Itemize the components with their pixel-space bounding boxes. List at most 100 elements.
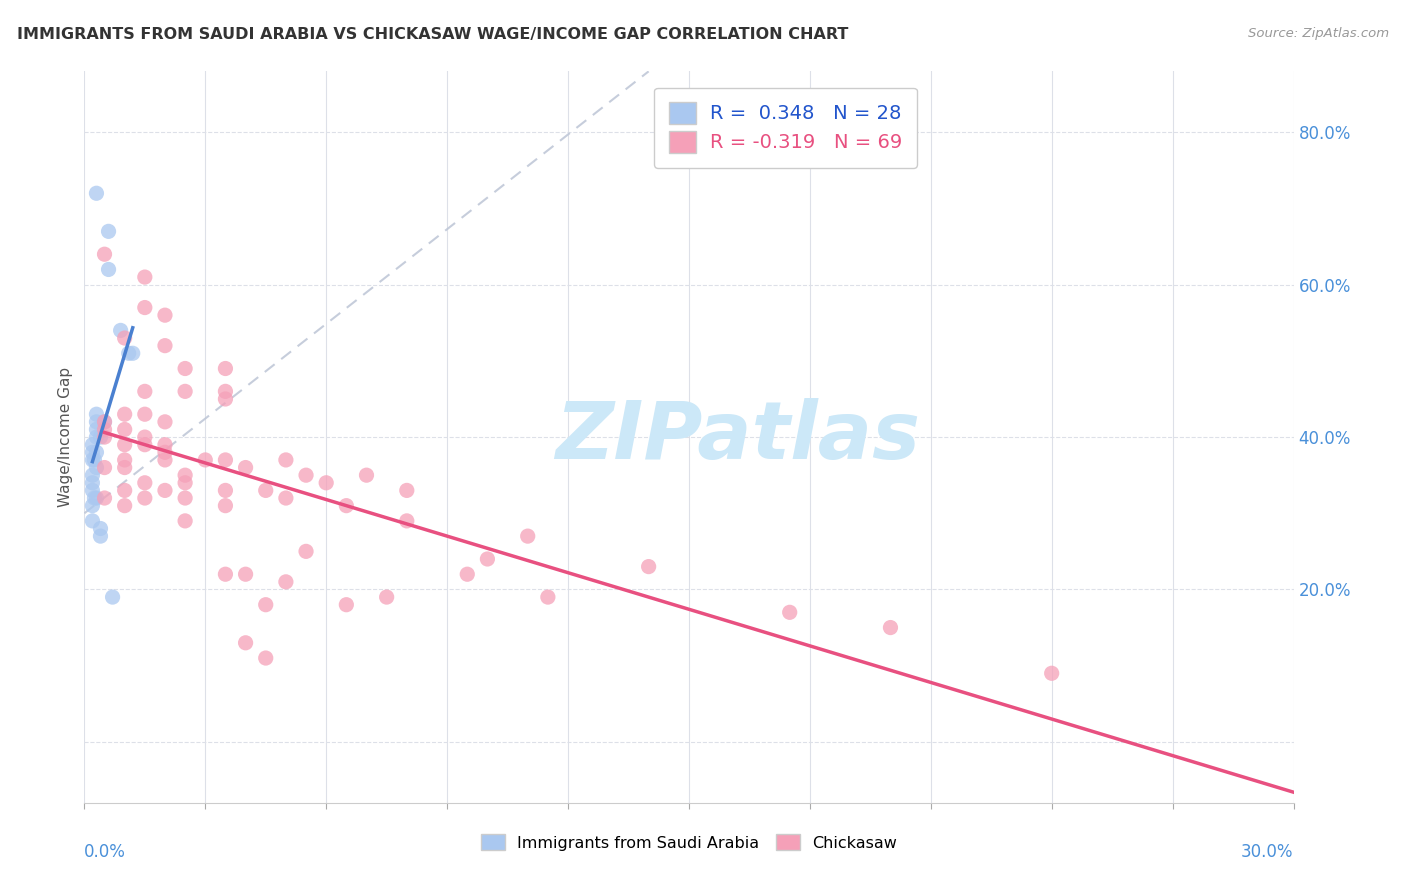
- Point: [134, 301, 156, 315]
- Text: ZIPatlas: ZIPatlas: [555, 398, 920, 476]
- Text: 30.0%: 30.0%: [1241, 843, 1294, 861]
- Point: [235, 567, 257, 582]
- Point: [537, 590, 560, 604]
- Point: [214, 453, 236, 467]
- Point: [214, 392, 236, 406]
- Point: [153, 339, 176, 353]
- Point: [86, 430, 108, 444]
- Y-axis label: Wage/Income Gap: Wage/Income Gap: [58, 367, 73, 508]
- Point: [153, 438, 176, 452]
- Point: [121, 346, 143, 360]
- Point: [214, 499, 236, 513]
- Point: [295, 544, 318, 558]
- Point: [86, 445, 108, 459]
- Point: [97, 262, 120, 277]
- Point: [86, 186, 108, 201]
- Legend: Immigrants from Saudi Arabia, Chickasaw: Immigrants from Saudi Arabia, Chickasaw: [474, 828, 904, 857]
- Point: [174, 475, 197, 490]
- Point: [86, 491, 108, 505]
- Point: [637, 559, 659, 574]
- Point: [93, 491, 115, 505]
- Point: [174, 468, 197, 483]
- Point: [174, 491, 197, 505]
- Point: [118, 346, 141, 360]
- Point: [174, 384, 197, 399]
- Point: [82, 483, 104, 498]
- Point: [93, 422, 115, 436]
- Point: [134, 430, 156, 444]
- Point: [89, 529, 111, 543]
- Point: [82, 445, 104, 459]
- Point: [114, 331, 136, 345]
- Point: [82, 453, 104, 467]
- Point: [516, 529, 538, 543]
- Point: [274, 574, 297, 589]
- Point: [375, 590, 398, 604]
- Point: [356, 468, 378, 483]
- Point: [153, 415, 176, 429]
- Point: [134, 438, 156, 452]
- Point: [1040, 666, 1063, 681]
- Point: [93, 430, 115, 444]
- Point: [395, 483, 418, 498]
- Point: [214, 567, 236, 582]
- Point: [134, 407, 156, 421]
- Point: [114, 453, 136, 467]
- Point: [134, 270, 156, 285]
- Point: [110, 323, 132, 337]
- Point: [254, 651, 277, 665]
- Point: [315, 475, 337, 490]
- Point: [114, 483, 136, 498]
- Point: [114, 499, 136, 513]
- Point: [86, 460, 108, 475]
- Point: [114, 438, 136, 452]
- Point: [235, 460, 257, 475]
- Point: [456, 567, 478, 582]
- Point: [779, 605, 801, 619]
- Point: [83, 491, 105, 505]
- Point: [86, 407, 108, 421]
- Point: [153, 445, 176, 459]
- Point: [395, 514, 418, 528]
- Point: [134, 384, 156, 399]
- Point: [86, 415, 108, 429]
- Text: IMMIGRANTS FROM SAUDI ARABIA VS CHICKASAW WAGE/INCOME GAP CORRELATION CHART: IMMIGRANTS FROM SAUDI ARABIA VS CHICKASA…: [17, 27, 848, 42]
- Point: [82, 475, 104, 490]
- Text: Source: ZipAtlas.com: Source: ZipAtlas.com: [1249, 27, 1389, 40]
- Point: [174, 361, 197, 376]
- Point: [335, 598, 357, 612]
- Point: [89, 521, 111, 535]
- Point: [82, 468, 104, 483]
- Point: [254, 598, 277, 612]
- Point: [86, 422, 108, 436]
- Point: [114, 407, 136, 421]
- Point: [214, 483, 236, 498]
- Point: [89, 430, 111, 444]
- Point: [477, 552, 499, 566]
- Point: [153, 308, 176, 322]
- Point: [214, 361, 236, 376]
- Point: [335, 499, 357, 513]
- Point: [235, 636, 257, 650]
- Point: [254, 483, 277, 498]
- Point: [82, 499, 104, 513]
- Point: [274, 491, 297, 505]
- Point: [93, 415, 115, 429]
- Point: [114, 460, 136, 475]
- Point: [274, 453, 297, 467]
- Point: [134, 475, 156, 490]
- Point: [134, 491, 156, 505]
- Point: [174, 514, 197, 528]
- Point: [93, 460, 115, 475]
- Point: [93, 247, 115, 261]
- Point: [879, 621, 901, 635]
- Point: [101, 590, 124, 604]
- Point: [114, 422, 136, 436]
- Point: [82, 438, 104, 452]
- Text: 0.0%: 0.0%: [84, 843, 127, 861]
- Point: [194, 453, 217, 467]
- Point: [295, 468, 318, 483]
- Point: [82, 514, 104, 528]
- Point: [214, 384, 236, 399]
- Point: [153, 453, 176, 467]
